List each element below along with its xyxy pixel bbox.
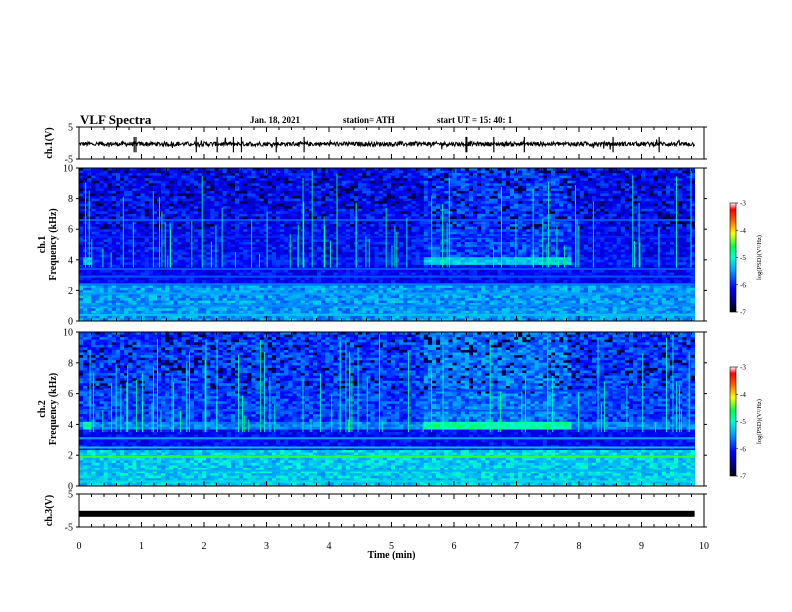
y-tick-label: 6 xyxy=(68,225,73,236)
y-axis-label: Frequency (kHz) xyxy=(48,208,59,280)
x-tick-label: 1 xyxy=(139,541,144,552)
x-axis-label: Time (min) xyxy=(368,550,416,561)
x-tick-label: 10 xyxy=(699,541,709,552)
x-tick-label: 8 xyxy=(577,541,582,552)
waveform-trace xyxy=(79,511,695,517)
y-tick-label: 0 xyxy=(68,317,73,328)
y-tick-label: -5 xyxy=(65,523,73,534)
colorbar xyxy=(730,203,736,312)
colorbar-tick-label: -4 xyxy=(740,391,746,399)
spectral-band xyxy=(79,283,695,285)
y-tick-label: 6 xyxy=(68,389,73,400)
spectral-band xyxy=(79,437,695,439)
ch1-waveform-panel: 5-5ch.1(V) xyxy=(44,123,707,166)
y-tick-label: 2 xyxy=(68,451,73,462)
spectral-band xyxy=(79,480,695,482)
x-tick-label: 2 xyxy=(202,541,207,552)
y-axis-label: ch.2 xyxy=(37,400,48,418)
y-tick-label: 2 xyxy=(68,286,73,297)
spectral-band xyxy=(79,219,695,221)
y-tick-label: 4 xyxy=(68,255,73,266)
spectral-band xyxy=(79,447,695,449)
colorbar-tick-label: -7 xyxy=(740,473,746,481)
spectral-band xyxy=(79,314,695,316)
colorbar-tick-label: -5 xyxy=(740,418,746,426)
x-tick-label: 4 xyxy=(327,541,332,552)
colorbar-label: log(PSD)(V²/Hz) xyxy=(756,399,763,444)
spectral-band xyxy=(79,470,695,472)
colorbar xyxy=(730,367,736,476)
spectral-band xyxy=(79,456,695,458)
spectral-band xyxy=(79,292,695,294)
colorbar-tick-label: -6 xyxy=(740,445,746,453)
spectrogram-image xyxy=(79,332,695,486)
y-tick-label: 5 xyxy=(68,490,73,501)
y-tick-label: 8 xyxy=(68,194,73,205)
y-axis-label: ch.1(V) xyxy=(44,127,55,158)
y-tick-label: 4 xyxy=(68,420,73,431)
spectral-band xyxy=(79,390,695,392)
x-tick-label: 9 xyxy=(639,541,644,552)
ch1-spectrogram-panel: 0 2 4 6 8 10 ch.1 Frequency (kHz) xyxy=(37,164,707,328)
colorbar-tick-label: -6 xyxy=(740,281,746,289)
spectral-band xyxy=(79,268,695,270)
x-tick-label: 6 xyxy=(452,541,457,552)
spectral-band xyxy=(79,410,695,412)
colorbar-tick-label: -5 xyxy=(740,254,746,262)
colorbar-tick-label: -3 xyxy=(740,364,746,372)
x-tick-label: 3 xyxy=(264,541,269,552)
colorbar-tick-label: -3 xyxy=(740,200,746,208)
colorbar-tick-label: -7 xyxy=(740,309,746,317)
y-tick-label: 8 xyxy=(68,358,73,369)
ch3-waveform-panel: 5 -5 ch.3(V) xyxy=(44,490,707,534)
colorbar-label: log(PSD)(V²/Hz) xyxy=(756,235,763,280)
y-tick-label: 5 xyxy=(68,123,73,134)
spectral-band xyxy=(79,236,695,238)
waveform-trace xyxy=(79,138,695,150)
y-axis-label: ch.1 xyxy=(37,236,48,254)
x-tick-label: 0 xyxy=(77,541,82,552)
spectral-band xyxy=(79,305,695,307)
colorbar-tick-label: -4 xyxy=(740,227,746,235)
colorbars: -3 -4 -5 -6 -7 log(PSD)(V²/Hz) -3 -4 -5 -6 -7 log(P… xyxy=(730,200,763,481)
y-axis-label: ch.3(V) xyxy=(44,495,55,526)
y-tick-label: 10 xyxy=(63,164,73,175)
x-tick-label: 7 xyxy=(514,541,519,552)
spectrogram-image xyxy=(79,168,695,321)
y-tick-label: 10 xyxy=(63,328,73,339)
spectral-band xyxy=(79,276,695,278)
y-axis-label: Frequency (kHz) xyxy=(48,373,59,445)
